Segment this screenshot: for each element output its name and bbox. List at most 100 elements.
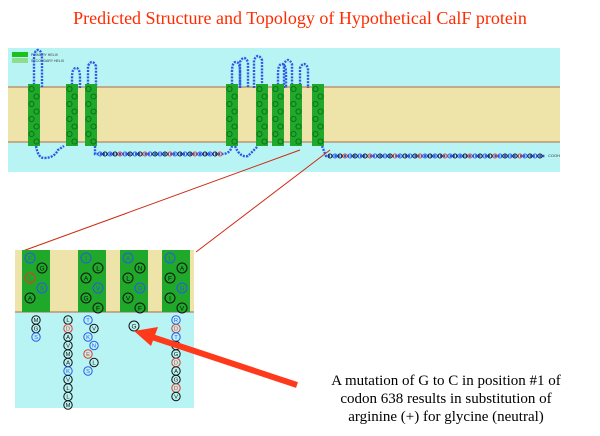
helix-residue: [272, 130, 279, 138]
loop-residue-letter: D: [174, 386, 178, 392]
extracellular-loop: [238, 56, 250, 88]
residue-dot: [212, 151, 218, 157]
extracellular-loop: [282, 58, 294, 88]
helix-residue: [85, 85, 92, 93]
loop-residue-letter: E: [86, 352, 90, 358]
loop-residue-letter: V: [174, 395, 178, 401]
helix-residue-letter: V: [180, 306, 185, 313]
legend: PRIMARY HELIX SECONDARY HELIX: [12, 52, 65, 63]
legend-label-primary: PRIMARY HELIX: [31, 53, 59, 57]
loop-residue: [171, 391, 181, 402]
helix-residue: [231, 93, 238, 100]
residue-dot: [447, 153, 453, 159]
residue-dot: [417, 153, 423, 159]
residue-dot: [392, 153, 398, 159]
helix-residue: [176, 302, 188, 314]
helix-residue-letter: G: [39, 266, 44, 273]
helix-residue: [66, 85, 73, 93]
residue-dot: [352, 153, 358, 159]
helix-residue: [80, 272, 92, 284]
loop-residue-letter: A: [174, 369, 178, 375]
residue-dot: [502, 153, 508, 159]
overview-helix: [66, 84, 78, 146]
caption-line-1: A mutation of G to C in position #1 of: [331, 373, 561, 389]
loop-residue: [83, 315, 93, 325]
residue-dot: [457, 153, 463, 159]
loop-residue-letter: S: [86, 369, 90, 375]
helix-residue: [66, 115, 73, 123]
helix-residue-letter: G: [137, 286, 142, 293]
residue-dot: [177, 151, 183, 157]
loop-residue-letter: M: [34, 318, 39, 324]
helix-residue-letter: A: [180, 266, 185, 273]
residue-dot: [182, 151, 188, 157]
helix-residue: [317, 108, 324, 115]
residue-dot: [117, 151, 123, 157]
helix-residue: [312, 85, 319, 93]
helix-residue: [176, 282, 188, 294]
residue-dot: [367, 153, 373, 159]
residue-dot: [357, 153, 363, 159]
caption-line-3: arginine (+) for glycine (neutral): [348, 409, 544, 425]
mutation-arrow-shaft: [151, 334, 298, 388]
helix-residue: [134, 302, 146, 314]
mutation-caption: A mutation of G to C in position #1 of c…: [300, 372, 592, 426]
mutation-arrow: [134, 327, 298, 388]
zoom-line-left: [19, 149, 301, 253]
loop-residue-letter: G: [34, 327, 39, 333]
helix-residue: [272, 100, 279, 108]
helix-residue: [176, 262, 188, 274]
overview-chain: [32, 48, 545, 160]
helix-residue: [80, 292, 92, 304]
residue-dot: [362, 153, 368, 159]
legend-swatch-secondary: [12, 58, 28, 63]
helix-residue: [261, 123, 268, 130]
residue-dot: [147, 151, 153, 157]
residue-dot: [422, 153, 428, 159]
helix-residue-letter: S: [40, 286, 45, 293]
helix-residue: [295, 123, 302, 130]
mutation-residue-letter: G: [131, 324, 136, 331]
helix-residue: [231, 138, 238, 145]
residue-dot: [522, 153, 528, 159]
overview-helix: [226, 84, 238, 146]
residue-dot: [102, 151, 108, 157]
helix-residue: [164, 252, 176, 264]
loop-residue-letter: M: [66, 352, 71, 358]
residue-dot: [442, 153, 448, 159]
cytoplasmic-loop: [233, 145, 259, 158]
helix-residue: [33, 123, 40, 130]
residue-dot: [402, 153, 408, 159]
cooh-label: COOH: [548, 153, 560, 158]
residue-dot: [437, 153, 443, 159]
helix-residue: [90, 108, 97, 115]
residue-dot: [487, 153, 493, 159]
loop-residue-letter: L: [66, 386, 70, 392]
helix-residue: [24, 292, 36, 304]
residue-dot: [377, 153, 383, 159]
loop-residue: [83, 332, 93, 342]
residue-dot: [332, 153, 338, 159]
helix-residue: [272, 115, 279, 123]
helix-residue: [226, 115, 233, 123]
residue-dot: [427, 153, 433, 159]
loop-residue: [83, 366, 93, 376]
helix-residue: [71, 108, 78, 115]
residue-dot: [127, 151, 133, 157]
helix-residue: [256, 100, 263, 108]
helix-residue: [134, 262, 146, 274]
helix-residue: [28, 115, 35, 123]
helix-residue: [164, 272, 176, 284]
helix-residue: [277, 138, 284, 145]
helix-residue: [71, 123, 78, 130]
loop-residue: [31, 332, 41, 342]
residue-dot: [217, 151, 223, 157]
residue-dot: [202, 151, 208, 157]
helix-residue: [33, 138, 40, 145]
helix-residue-letter: L: [96, 266, 100, 273]
helix-residue: [28, 130, 35, 138]
helix-residue: [33, 108, 40, 115]
helix-residue: [231, 108, 238, 115]
